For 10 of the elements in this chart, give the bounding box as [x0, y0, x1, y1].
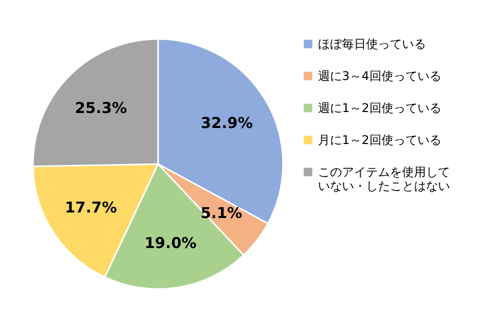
legend-label: 週に1～2回使っている [318, 101, 442, 115]
legend-label: 月に1～2回使っている [318, 133, 442, 147]
data-label: 32.9% [200, 114, 253, 132]
legend-label: 週に3～4回使っている [318, 69, 442, 83]
legend-label: このアイテムを使用していない・したことはない [318, 165, 450, 193]
data-label: 19.0% [144, 234, 197, 252]
data-label: 5.1% [200, 204, 242, 222]
data-label: 17.7% [64, 198, 117, 216]
data-label: 25.3% [74, 98, 127, 117]
legend-label: ほぼ毎日使っている [318, 37, 426, 51]
